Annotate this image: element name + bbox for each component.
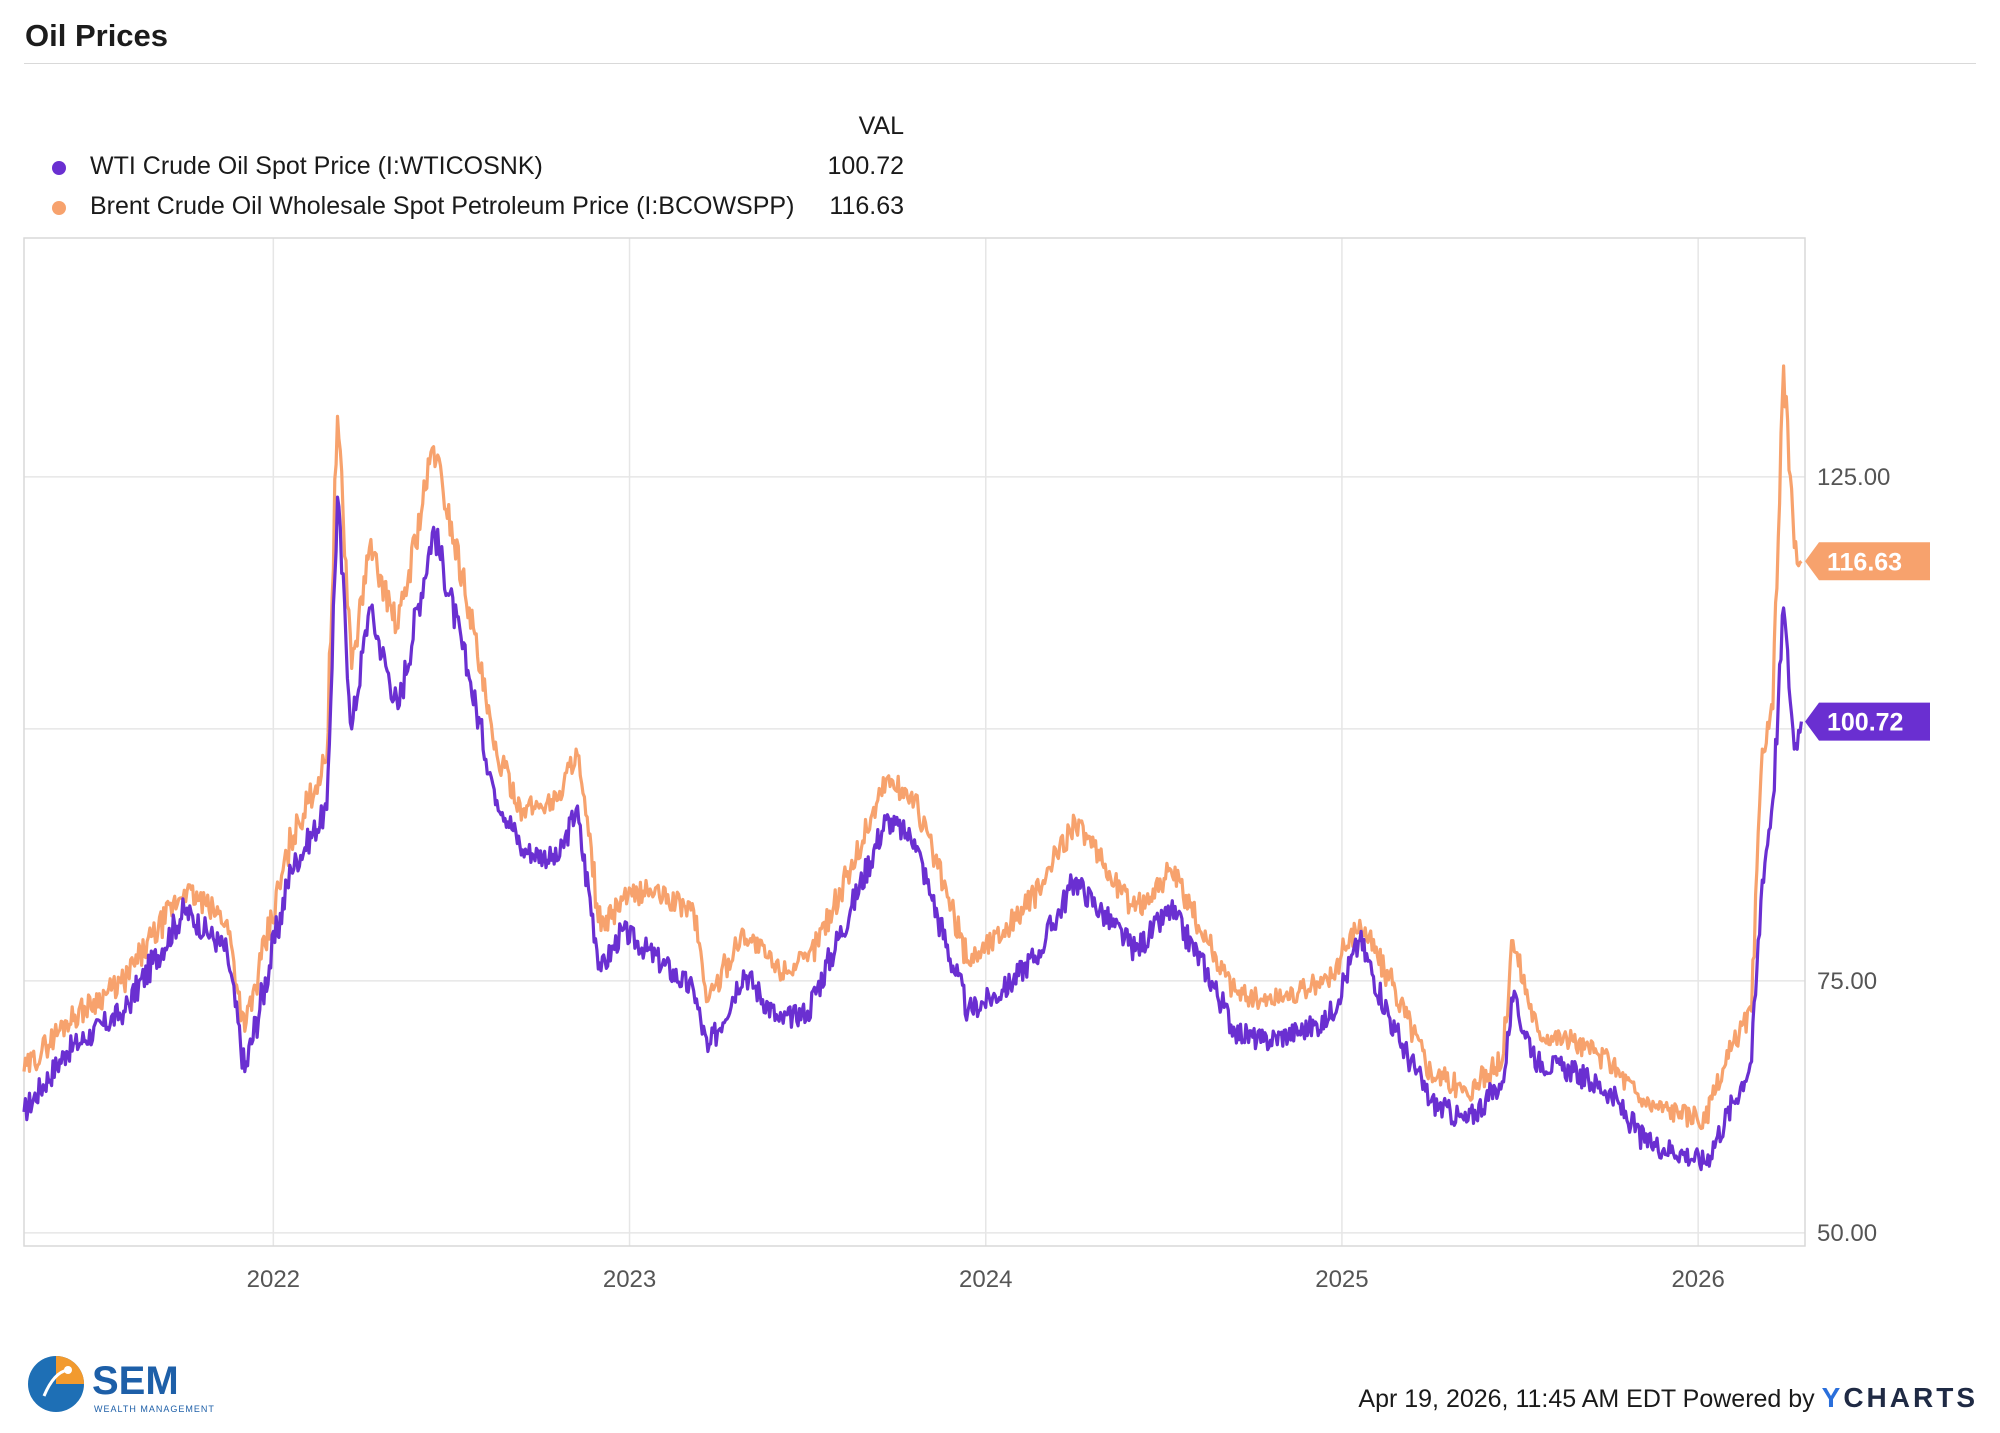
ycharts-brand[interactable]: YCHARTS: [1821, 1382, 1978, 1413]
x-tick-label: 2026: [1671, 1266, 1724, 1293]
y-tick-label: 75.00: [1817, 968, 1877, 995]
x-tick-label: 2022: [247, 1266, 300, 1293]
series-line-brent: [22, 364, 1803, 1131]
tag-value: 116.63: [1827, 548, 1902, 576]
legend-item-label: Brent Crude Oil Wholesale Spot Petroleum…: [90, 192, 795, 220]
sem-logo: SEM WEALTH MANAGEMENT: [28, 1356, 215, 1414]
logo-subtitle: WEALTH MANAGEMENT: [94, 1404, 215, 1414]
y-tick-label: 125.00: [1817, 464, 1890, 491]
tag-shape: [1805, 702, 1930, 741]
plot-area: [23, 237, 1806, 1247]
legend-item-value: 116.63: [829, 192, 904, 220]
footer-timestamp: Apr 19, 2026, 11:45 AM EDT Powered by: [1358, 1385, 1815, 1413]
chart-grid: [24, 238, 1805, 1246]
title-divider: [24, 63, 1976, 64]
series-line-wti: [22, 495, 1803, 1172]
last-value-tag-wti: 100.72: [1805, 702, 1930, 741]
x-tick-label: 2025: [1315, 1266, 1368, 1293]
x-tick-label: 2024: [959, 1266, 1012, 1293]
tag-shape: [1805, 542, 1930, 581]
series-layer: [22, 364, 1803, 1172]
legend-header: VAL: [858, 112, 904, 140]
last-value-tag-brent: 116.63: [1805, 542, 1930, 581]
x-tick-label: 2023: [603, 1266, 656, 1293]
legend-item-brent[interactable]: Brent Crude Oil Wholesale Spot Petroleum…: [50, 190, 910, 226]
footer: Apr 19, 2026, 11:45 AM EDT Powered by YC…: [1358, 1382, 1978, 1414]
logo-name: SEM: [92, 1359, 179, 1403]
legend-item-wti[interactable]: WTI Crude Oil Spot Price (I:WTICOSNK) 10…: [50, 150, 910, 186]
legend-item-value: 100.72: [827, 152, 904, 180]
tick-layer: 2022 2023 2024 2025 2026 50.00 75.00 125.00: [247, 464, 1891, 1293]
tag-value: 100.72: [1827, 709, 1903, 737]
wti-color-dot: [52, 161, 66, 175]
y-tick-label: 50.00: [1817, 1220, 1877, 1247]
brent-color-dot: [52, 201, 66, 215]
legend-item-label: WTI Crude Oil Spot Price (I:WTICOSNK): [90, 152, 543, 180]
page-title: Oil Prices: [25, 18, 169, 53]
last-value-tags: 100.72 116.63: [1805, 542, 1930, 741]
